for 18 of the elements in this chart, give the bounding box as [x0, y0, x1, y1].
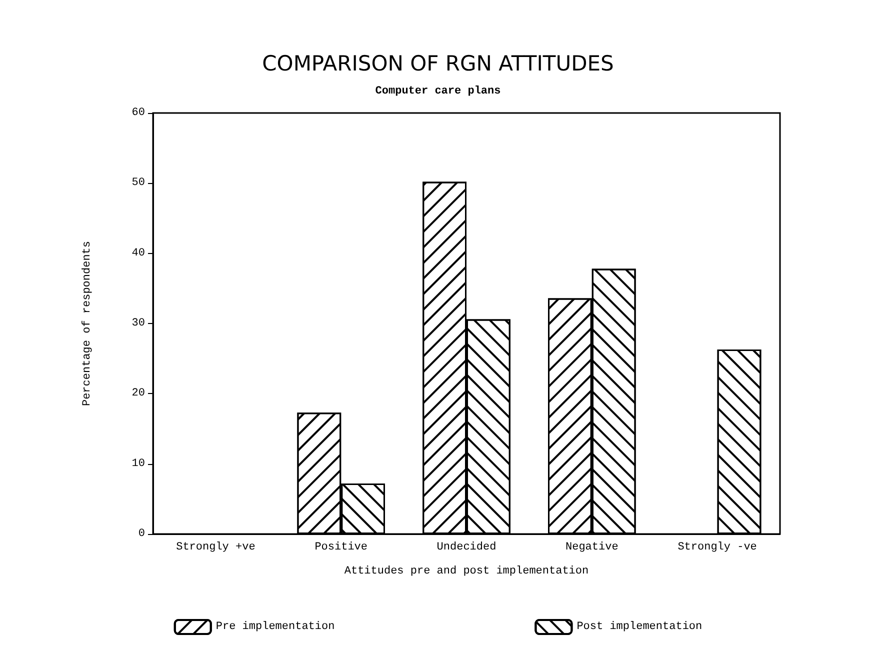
legend-label: Pre implementation [216, 621, 335, 633]
chart-title: COMPARISON OF RGN ATTITUDES [262, 52, 614, 76]
y-tick-label: 60 [132, 107, 145, 119]
legend-label: Post implementation [576, 621, 702, 633]
x-tick-label: Negative [565, 542, 618, 554]
y-tick-label: 10 [132, 458, 145, 470]
x-axis-title: Attitudes pre and post implementation [344, 566, 589, 578]
y-tick-label: 20 [132, 388, 145, 400]
y-tick-label: 0 [138, 528, 145, 540]
x-tick-label: Strongly -ve [678, 542, 757, 554]
y-axis-title: Percentage of respondents [82, 240, 94, 406]
x-tick-label: Positive [314, 542, 368, 554]
y-tick-label: 30 [132, 318, 145, 330]
y-tick-label: 40 [132, 247, 145, 260]
chart-subtitle: Computer care plans [375, 86, 501, 98]
y-tick-label: 50 [132, 177, 145, 190]
x-tick-label: Undecided [436, 542, 496, 554]
x-tick-label: Strongly +ve [176, 542, 256, 554]
